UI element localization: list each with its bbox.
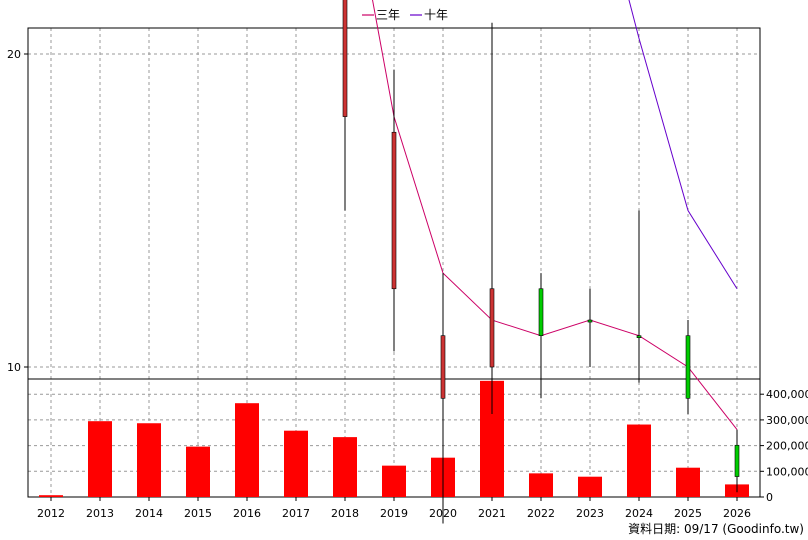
volume-bar	[137, 423, 161, 497]
candle-body	[685, 335, 691, 399]
candle-body	[636, 335, 642, 339]
candle-body	[489, 288, 495, 368]
x-tick-label: 2020	[429, 507, 457, 520]
volume-bar	[39, 495, 63, 497]
volume-tick-label: 200,000	[766, 440, 808, 453]
volume-bar	[284, 430, 308, 497]
candle-body	[440, 335, 446, 399]
volume-tick-label: 300,000	[766, 414, 808, 427]
x-tick-label: 2022	[527, 507, 555, 520]
candle-body	[391, 131, 397, 290]
candle-body	[734, 444, 740, 477]
candle-layer	[342, 0, 740, 524]
candle-body	[538, 288, 544, 337]
source-label: 資料日期: 09/17 (Goodinfo.tw)	[628, 522, 804, 536]
legend-label: 三年	[376, 8, 400, 22]
price-tick-label: 20	[7, 48, 21, 61]
legend-entry: 十年	[410, 8, 448, 22]
volume-bar	[529, 473, 553, 497]
volume-bar	[627, 424, 651, 497]
candle-body	[587, 319, 593, 323]
legend-label: 十年	[424, 8, 448, 22]
legend: 三年 十年	[362, 8, 448, 22]
legend-entry: 三年	[362, 8, 400, 22]
x-tick-label: 2016	[233, 507, 261, 520]
axis-layer: 1020304050607080901001101200100,000200,0…	[7, 48, 808, 520]
x-tick-label: 2026	[723, 507, 751, 520]
volume-bar	[186, 446, 210, 497]
price-tick-label: 10	[7, 361, 21, 374]
volume-tick-label: 0	[766, 491, 773, 504]
x-tick-label: 2012	[37, 507, 65, 520]
volume-bar	[578, 476, 602, 497]
series-line	[628, 0, 738, 290]
volume-bar	[676, 467, 700, 497]
x-tick-label: 2013	[86, 507, 114, 520]
volume-bar	[382, 465, 406, 497]
x-tick-label: 2019	[380, 507, 408, 520]
x-tick-label: 2021	[478, 507, 506, 520]
volume-bar	[235, 403, 259, 497]
x-tick-label: 2025	[674, 507, 702, 520]
volume-bar	[88, 421, 112, 497]
x-tick-label: 2014	[135, 507, 163, 520]
x-tick-label: 2023	[576, 507, 604, 520]
candle-body	[342, 0, 348, 117]
volume-tick-label: 100,000	[766, 465, 808, 478]
volume-tick-label: 400,000	[766, 388, 808, 401]
x-tick-label: 2015	[184, 507, 212, 520]
x-tick-label: 2017	[282, 507, 310, 520]
x-tick-label: 2024	[625, 507, 653, 520]
volume-bar	[333, 437, 357, 497]
x-tick-label: 2018	[331, 507, 359, 520]
